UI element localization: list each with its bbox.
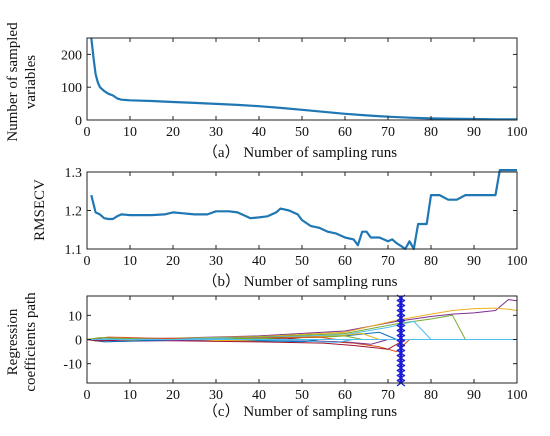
- panel-c-x-tick-label: 30: [209, 388, 223, 403]
- panel-a-ylabel-line-2: variables: [23, 55, 39, 109]
- panel-c-series-line-16: [86, 339, 260, 341]
- panel-a-x-tick-label: 0: [84, 125, 91, 140]
- panel-b-x-tick-label: 0: [84, 254, 91, 269]
- panel-c-marker-star: [396, 374, 406, 382]
- panel-c-marker-star: [396, 334, 406, 342]
- panel-a-x-tick-label: 100: [507, 125, 528, 140]
- panel-c-marker-star: [396, 349, 406, 357]
- panel-a-x-tick-label: 80: [424, 125, 438, 140]
- panel-b-x-tick-label: 90: [467, 254, 481, 269]
- panel-c-marker-star: [396, 304, 406, 312]
- panel-a-y-tick-label: 100: [61, 81, 82, 96]
- panel-a-axes-frame: [86, 37, 518, 121]
- panel-b-x-tick-label: 30: [209, 254, 223, 269]
- panel-a-ylabel-line-1: Number of sampled: [5, 22, 21, 142]
- panel-a-series-line-1: [90, 37, 517, 121]
- panel-b-x-tick-label: 50: [295, 254, 309, 269]
- panel-a-x-tick-label: 70: [381, 125, 395, 140]
- panel-c-x-tick-label: 90: [467, 388, 481, 403]
- panel-a-caption: （a） Number of sampling runs: [203, 144, 397, 161]
- panel-a-x-tick-label: 90: [467, 125, 481, 140]
- panel-a-y-tick-label: 0: [75, 114, 82, 129]
- panel-b-x-tick-label: 80: [424, 254, 438, 269]
- panel-b-plot: 0 10 20 30 40 50 60 70 80 90 100 1.1 1.2 1.3: [65, 166, 528, 269]
- panel-b-series-line-1: [90, 169, 517, 251]
- panel-b-x-tick-label: 70: [381, 254, 395, 269]
- panel-c-x-tick-label: 0: [84, 388, 91, 403]
- panel-a-x-tick-label: 10: [123, 125, 137, 140]
- panel-b-x-tick-label: 60: [338, 254, 352, 269]
- panel-c-series-line-2: [86, 307, 518, 340]
- panel-c-y-tick-label: 10: [68, 309, 82, 324]
- panel-a-plot: 0 10 20 30 40 50 60 70 80 90 100 0 100 200: [61, 37, 528, 140]
- panel-c-x-tick-label: 60: [338, 388, 352, 403]
- panel-c-optimal-run-marker: [396, 294, 406, 387]
- panel-b-caption: （b） Number of sampling runs: [203, 273, 398, 290]
- panel-a-x-tick-label: 30: [209, 125, 223, 140]
- panel-b-ylabel: RMSECV: [32, 179, 48, 241]
- panel-b-x-tick-label: 10: [123, 254, 137, 269]
- panel-b-x-tick-label: 40: [252, 254, 266, 269]
- panel-c-marker-star: [396, 309, 406, 317]
- panel-c-x-tick-label: 80: [424, 388, 438, 403]
- panel-b-x-tick-label: 100: [507, 254, 528, 269]
- panel-c-caption: （c） Number of sampling runs: [203, 403, 397, 420]
- panel-c-marker-star: [396, 299, 406, 307]
- panel-b-y-tick-label: 1.2: [65, 205, 83, 220]
- panel-c-ylabel-line-2: coefficients path: [23, 292, 39, 392]
- panel-a-x-tick-label: 40: [252, 125, 266, 140]
- panel-c-x-tick-label: 100: [507, 388, 528, 403]
- panel-b-rmsecv: RMSECV 0 10 20 30 40 50 60 70 80 90 100 1.1 1.2 1.3 （…: [32, 166, 528, 290]
- panel-c-y-tick-label: -10: [63, 358, 82, 373]
- panel-b-y-tick-label: 1.3: [65, 166, 83, 181]
- panel-c-marker-star: [396, 314, 406, 322]
- panel-c-series-line-20: [86, 339, 174, 343]
- panel-a-sampled-variables: Number of sampled variables 0 10 20 30 40 50 6…: [5, 22, 528, 161]
- panel-c-x-tick-label: 40: [252, 388, 266, 403]
- panel-a-x-tick-label: 60: [338, 125, 352, 140]
- panel-c-marker-star: [396, 329, 406, 337]
- panel-c-y-tick-label: 0: [75, 334, 82, 349]
- panel-c-marker-star: [396, 364, 406, 372]
- panel-b-axes-frame: [86, 171, 518, 250]
- panel-b-x-tick-label: 20: [166, 254, 180, 269]
- panel-c-series-line-1: [86, 299, 518, 340]
- panel-c-marker-star: [396, 339, 406, 347]
- panel-c-x-tick-label: 10: [123, 388, 137, 403]
- panel-c-marker-star: [396, 369, 406, 377]
- panel-c-marker-star: [396, 354, 406, 362]
- panel-c-ylabel-line-1: Regression: [5, 308, 21, 375]
- panel-c-x-tick-label: 20: [166, 388, 180, 403]
- panel-c-x-tick-label: 70: [381, 388, 395, 403]
- panel-c-marker-star: [396, 359, 406, 367]
- panel-a-y-tick-label: 200: [61, 48, 82, 63]
- panel-b-y-tick-label: 1.1: [65, 243, 83, 258]
- panel-a-x-tick-label: 50: [295, 125, 309, 140]
- panel-c-marker-star: [396, 344, 406, 352]
- panel-c-x-tick-label: 50: [295, 388, 309, 403]
- panel-a-x-tick-label: 20: [166, 125, 180, 140]
- panel-c-regression-coefficients: Regression coefficients path 0 10 20 30 40 50…: [5, 292, 528, 420]
- panel-c-marker-star: [396, 319, 406, 327]
- panel-c-marker-star: [396, 324, 406, 332]
